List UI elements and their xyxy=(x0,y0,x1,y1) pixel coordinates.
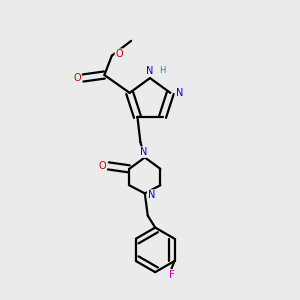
Text: N: N xyxy=(146,66,154,76)
Text: H: H xyxy=(159,66,165,75)
Text: N: N xyxy=(140,147,147,157)
Text: F: F xyxy=(169,270,175,280)
Text: O: O xyxy=(73,73,81,83)
Text: O: O xyxy=(116,49,123,59)
Text: N: N xyxy=(176,88,183,98)
Text: N: N xyxy=(148,190,155,200)
Text: O: O xyxy=(98,161,106,171)
